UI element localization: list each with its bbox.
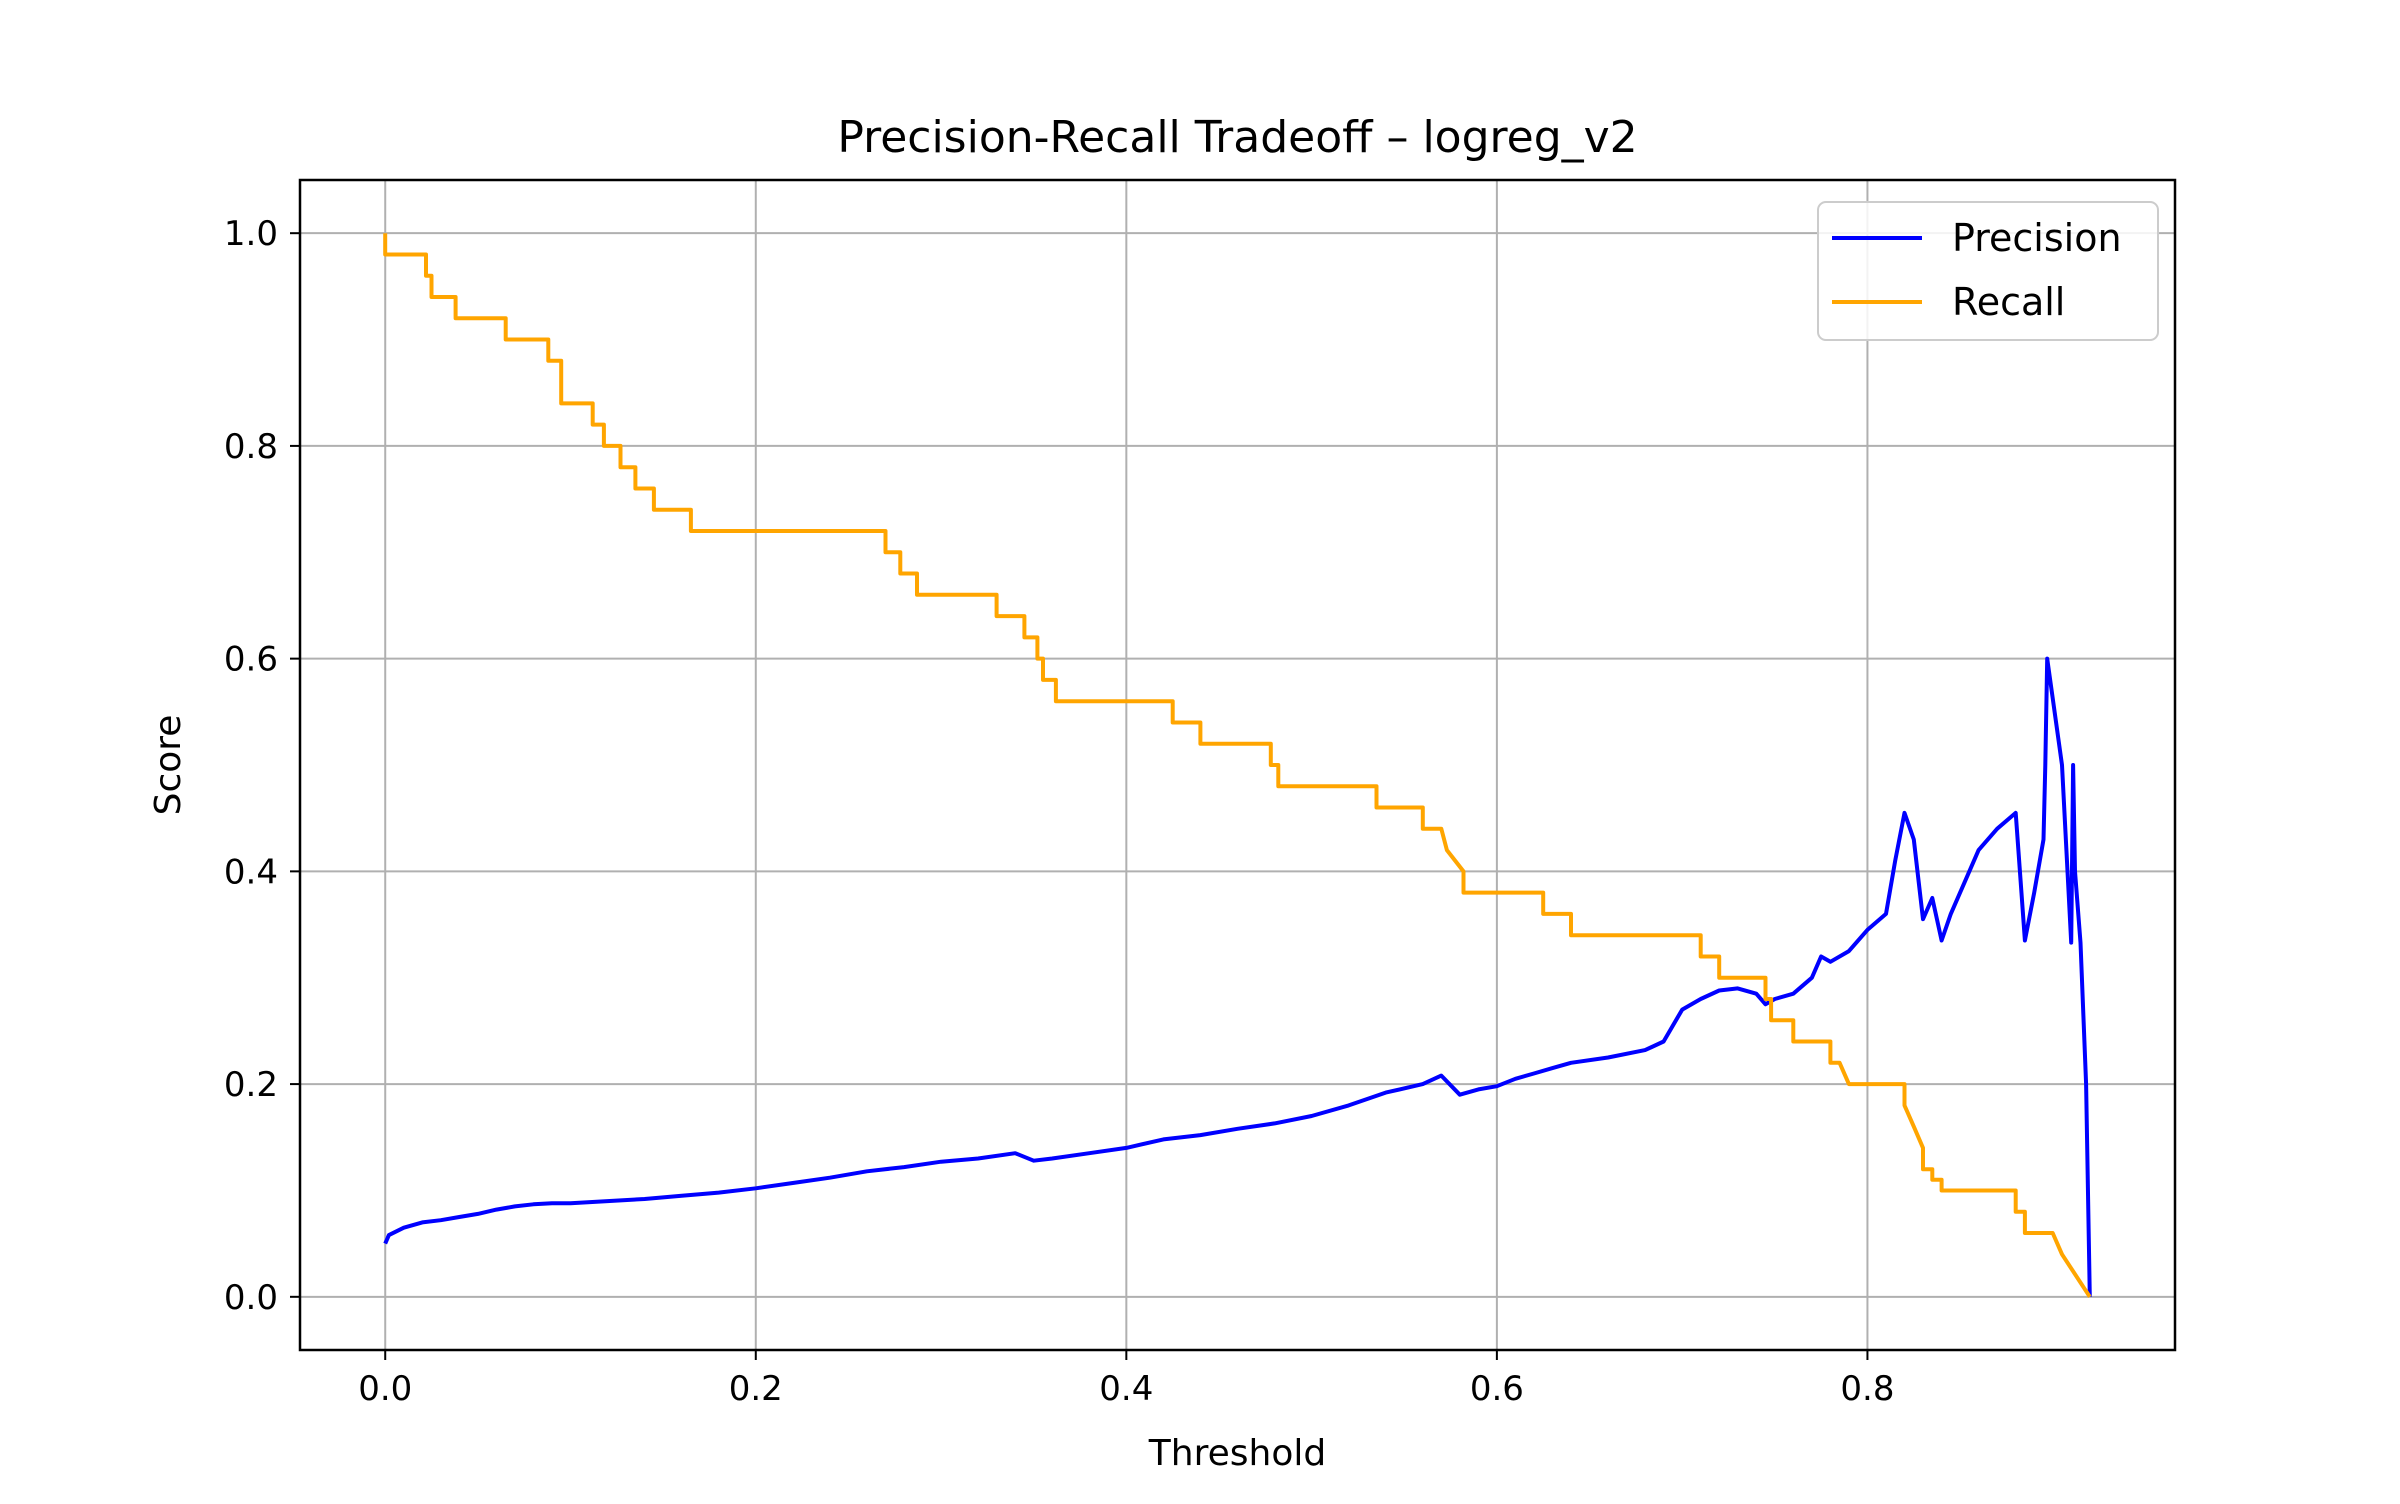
plot-frame [298, 178, 2177, 1352]
series-group [383, 233, 2092, 1298]
y-tick-label: 0.6 [224, 640, 278, 680]
series-line-precision [383, 656, 2092, 1297]
y-tick-label: 1.0 [224, 214, 278, 254]
x-tick-label: 0.0 [358, 1369, 412, 1409]
x-axis-label: Threshold [1148, 1433, 1326, 1474]
y-tick-label: 0.0 [224, 1278, 278, 1318]
x-tick-label: 0.2 [729, 1369, 783, 1409]
y-tick-label: 0.2 [224, 1065, 278, 1105]
chart-title: Precision-Recall Tradeoff – logreg_v2 [837, 112, 1637, 163]
y-tick-label: 0.8 [224, 427, 278, 467]
legend-label-precision: Precision [1952, 216, 2122, 260]
legend-label-recall: Recall [1952, 280, 2065, 324]
ticks: 0.0 0.2 0.4 0.6 0.8 0.0 0.2 0.4 0.6 0.8 1.0 [224, 214, 1895, 1409]
x-tick-label: 0.4 [1099, 1369, 1153, 1409]
y-axis-label: Score [148, 715, 189, 816]
x-tick-label: 0.6 [1470, 1369, 1524, 1409]
legend: Precision Recall [1817, 201, 2159, 341]
y-tick-label: 0.4 [224, 852, 278, 892]
x-tick-label: 0.8 [1840, 1369, 1894, 1409]
grid [300, 180, 2175, 1350]
series-line-recall [383, 233, 2092, 1298]
